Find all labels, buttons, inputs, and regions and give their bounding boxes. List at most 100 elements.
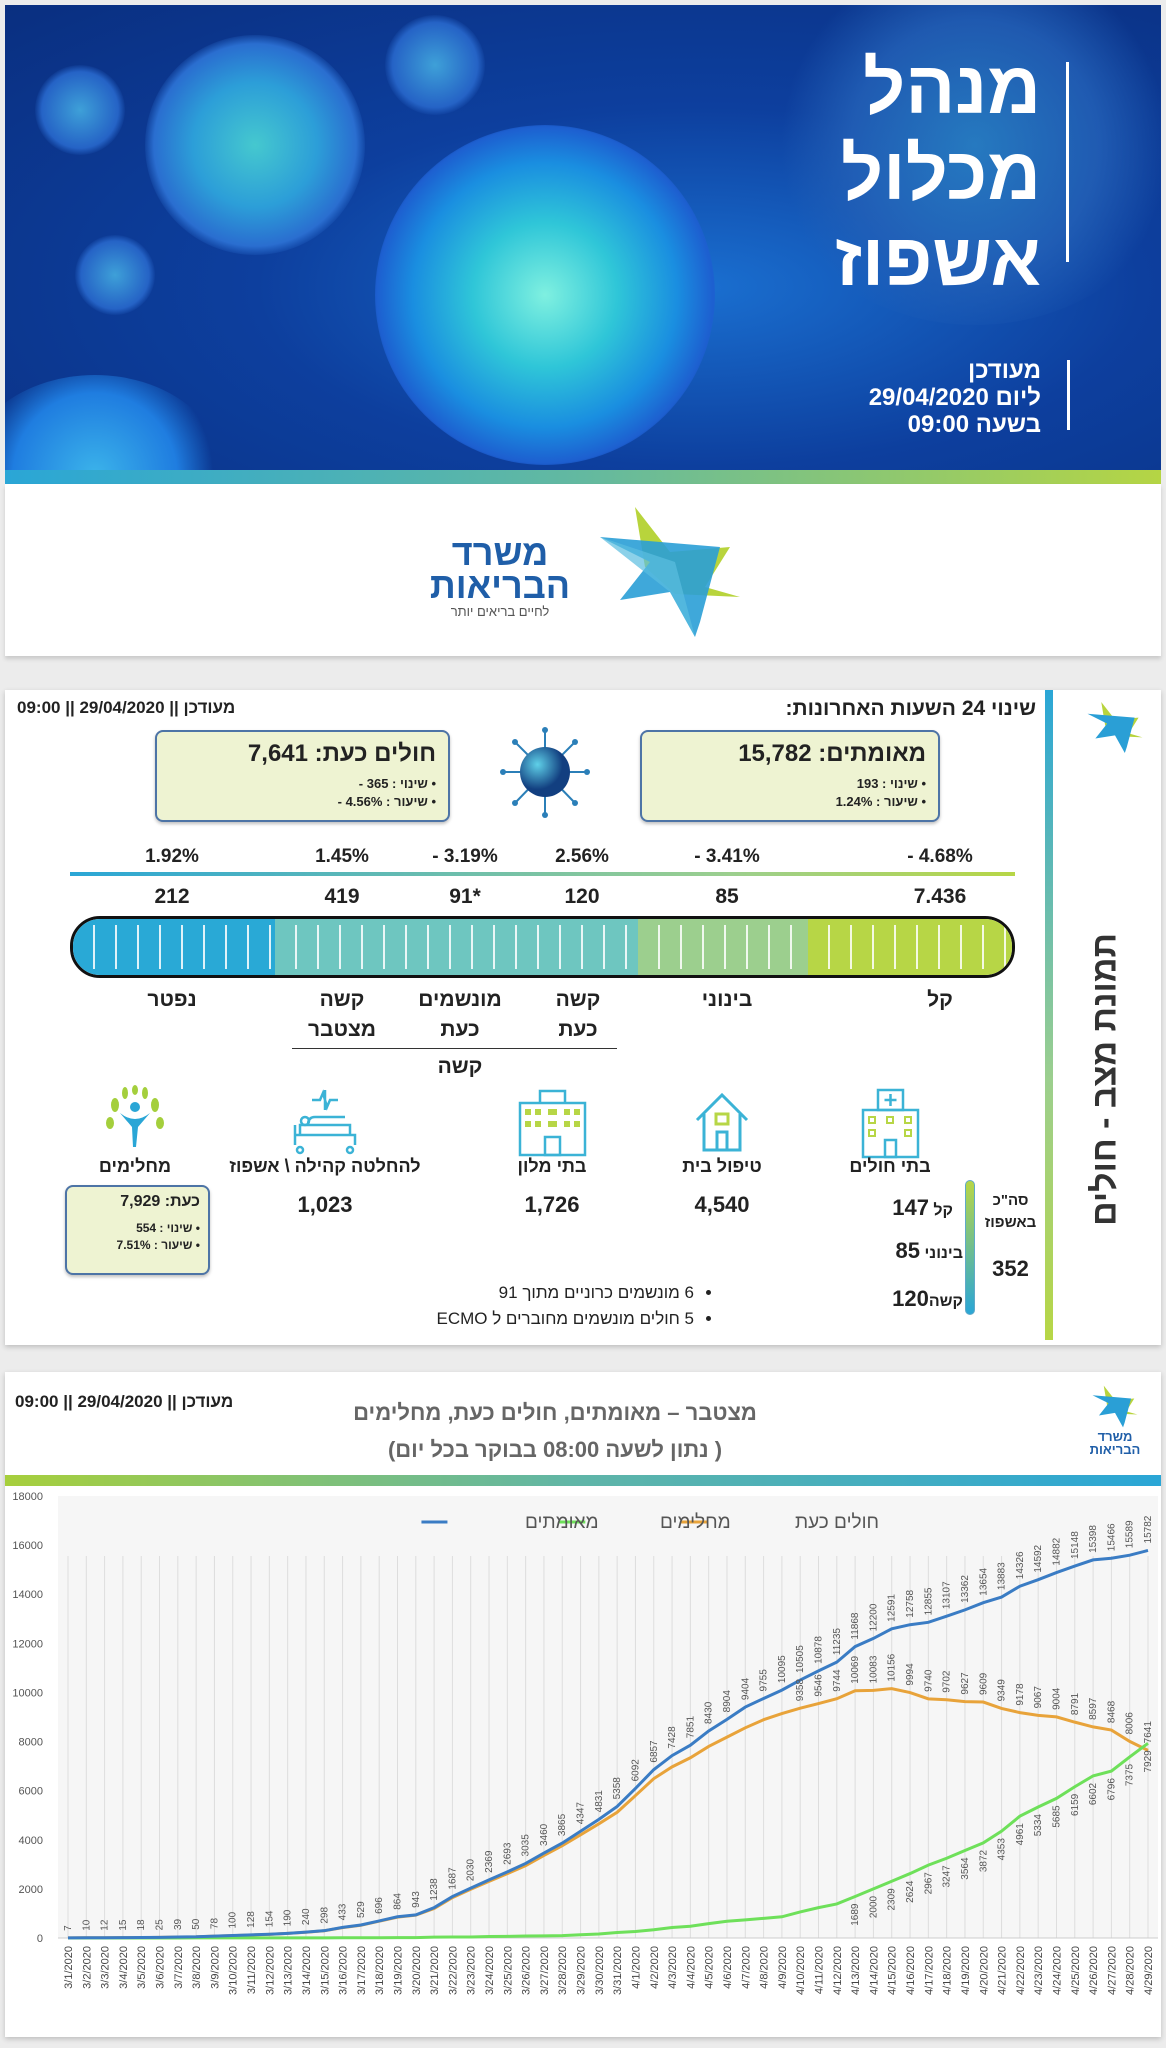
virus-icon — [500, 727, 590, 818]
data-label: 100 — [228, 1911, 239, 1928]
x-tick-label: 4/13/2020 — [850, 1946, 862, 1995]
x-tick-label: 4/4/2020 — [685, 1946, 697, 1989]
x-tick-label: 4/9/2020 — [777, 1946, 789, 1989]
data-label: 14882 — [1051, 1537, 1062, 1565]
data-label: 39 — [173, 1918, 184, 1930]
data-label: 6092 — [630, 1759, 641, 1782]
severity-count: 120 — [564, 885, 600, 908]
confirmed-rate: • שיעור : 1.24% — [835, 794, 926, 809]
data-label: 10083 — [868, 1655, 879, 1683]
chart-card: מעודכן || 29/04/2020 || 09:00 מצטבר – מא… — [5, 1372, 1161, 2037]
x-tick-label: 3/15/2020 — [319, 1946, 331, 1995]
data-label: 2030 — [466, 1858, 477, 1881]
last-24h-heading: שינוי 24 השעות האחרונות: — [785, 697, 1036, 720]
banner-title-line: מכלול — [840, 132, 1041, 215]
severity-label: בינוני — [702, 985, 753, 1015]
data-label: 12200 — [868, 1603, 879, 1631]
data-label: 5334 — [1033, 1814, 1044, 1837]
data-label: 15466 — [1106, 1523, 1117, 1551]
x-tick-label: 3/28/2020 — [557, 1946, 569, 1995]
virus-image-icon — [5, 375, 225, 475]
x-tick-label: 4/29/2020 — [1143, 1946, 1155, 1995]
hospital-gauge — [965, 1180, 975, 1315]
gradient-divider — [70, 872, 1015, 876]
x-tick-label: 3/6/2020 — [155, 1946, 167, 1989]
y-tick-label: 14000 — [12, 1589, 43, 1601]
severity-label: קשה כעת — [556, 985, 601, 1045]
data-label: 10 — [81, 1919, 92, 1931]
severity-label-line: נפטר — [147, 988, 197, 1011]
confirmed-title: מאומתים: 15,782 — [654, 740, 926, 768]
x-tick-label: 4/25/2020 — [1070, 1946, 1082, 1995]
data-label: 15 — [118, 1919, 129, 1931]
data-label: 8430 — [704, 1701, 715, 1724]
data-label: 3247 — [942, 1865, 953, 1888]
data-label: 13362 — [960, 1575, 971, 1603]
series-line — [68, 1742, 1149, 1940]
virus-image-icon — [375, 125, 715, 465]
data-label: 529 — [356, 1901, 367, 1918]
x-tick-label: 3/4/2020 — [118, 1946, 130, 1989]
x-tick-label: 4/22/2020 — [1015, 1946, 1027, 1995]
x-tick-label: 4/14/2020 — [868, 1946, 880, 1995]
data-label: 5685 — [1051, 1805, 1062, 1828]
header-banner: מנהל מכלול אשפוז מעודכן ליום 29/04/2020 … — [5, 5, 1161, 475]
x-tick-label: 3/21/2020 — [429, 1946, 441, 1995]
x-tick-label: 3/22/2020 — [447, 1946, 459, 1995]
hospital-icon — [861, 1088, 920, 1159]
banner-subtitle-line: בשעה 09:00 — [907, 411, 1041, 438]
updated-timestamp: מעודכן || 29/04/2020 || 09:00 — [15, 1392, 234, 1411]
location-label: טיפול בית — [682, 1156, 762, 1176]
severity-label-line: כעת — [440, 1018, 480, 1041]
y-tick-label: 2000 — [19, 1884, 43, 1896]
x-tick-label: 4/15/2020 — [887, 1946, 899, 1995]
data-label: 8597 — [1088, 1697, 1099, 1720]
x-tick-label: 4/10/2020 — [795, 1946, 807, 1995]
data-label: 4831 — [594, 1790, 605, 1813]
hospital-total-label: סה"כ באשפוז — [984, 1192, 1037, 1231]
x-tick-label: 3/2/2020 — [81, 1946, 93, 1989]
x-tick-label: 4/3/2020 — [667, 1946, 679, 1989]
data-label: 2693 — [502, 1842, 513, 1865]
banner-subtitle-line: ליום 29/04/2020 — [868, 384, 1041, 411]
plot-area — [58, 1496, 1158, 1938]
confirmed-value: 15,782 — [738, 740, 812, 767]
data-label: 10878 — [814, 1636, 825, 1664]
x-tick-label: 3/18/2020 — [374, 1946, 386, 1995]
x-tick-label: 3/25/2020 — [502, 1946, 514, 1995]
x-tick-label: 4/19/2020 — [960, 1946, 972, 1995]
x-tick-label: 4/21/2020 — [997, 1946, 1009, 1995]
data-label: 15782 — [1143, 1515, 1154, 1543]
x-tick-label: 3/7/2020 — [173, 1946, 185, 1989]
data-label: 10505 — [795, 1645, 806, 1673]
data-label: 6796 — [1106, 1778, 1117, 1801]
data-label: 2369 — [484, 1850, 495, 1873]
location-label: בתי מלון — [517, 1156, 587, 1176]
data-label: 15589 — [1125, 1520, 1136, 1548]
x-tick-label: 4/26/2020 — [1088, 1946, 1100, 1995]
data-label: 7641 — [1143, 1721, 1154, 1744]
banner-title: מנהל מכלול אשפוז — [835, 45, 1041, 303]
x-tick-label: 3/8/2020 — [191, 1946, 203, 1989]
banner-subtitle-line: מעודכן — [967, 357, 1041, 384]
data-label: 240 — [301, 1908, 312, 1925]
recovered-current: כעת: 7,929 — [75, 1193, 200, 1211]
legend-label: מחלימים — [660, 1512, 731, 1533]
recovered-rate: • שיעור : 7.51% — [116, 1238, 200, 1252]
severity-count: 212 — [154, 885, 190, 908]
hospital-breakdown-row: קל 147 — [892, 1195, 953, 1221]
data-label: 3872 — [978, 1849, 989, 1872]
location-value: 1,726 — [524, 1192, 580, 1217]
data-label: 9627 — [960, 1672, 971, 1695]
confirmed-box: מאומתים: 15,782 • שינוי : 193 • שיעור : … — [640, 730, 940, 822]
data-label: 7428 — [667, 1726, 678, 1749]
data-label: 9994 — [905, 1663, 916, 1686]
breakdown-value: 85 — [895, 1238, 921, 1263]
data-label: 1689 — [850, 1903, 861, 1926]
data-label: 12591 — [887, 1594, 898, 1622]
data-label: 11235 — [832, 1628, 843, 1656]
data-label: 8006 — [1125, 1712, 1136, 1735]
severity-count: 7.436 — [913, 885, 967, 908]
data-label: 298 — [319, 1907, 330, 1924]
location-label: להחלטה קהילה \ אשפוז — [229, 1156, 421, 1176]
